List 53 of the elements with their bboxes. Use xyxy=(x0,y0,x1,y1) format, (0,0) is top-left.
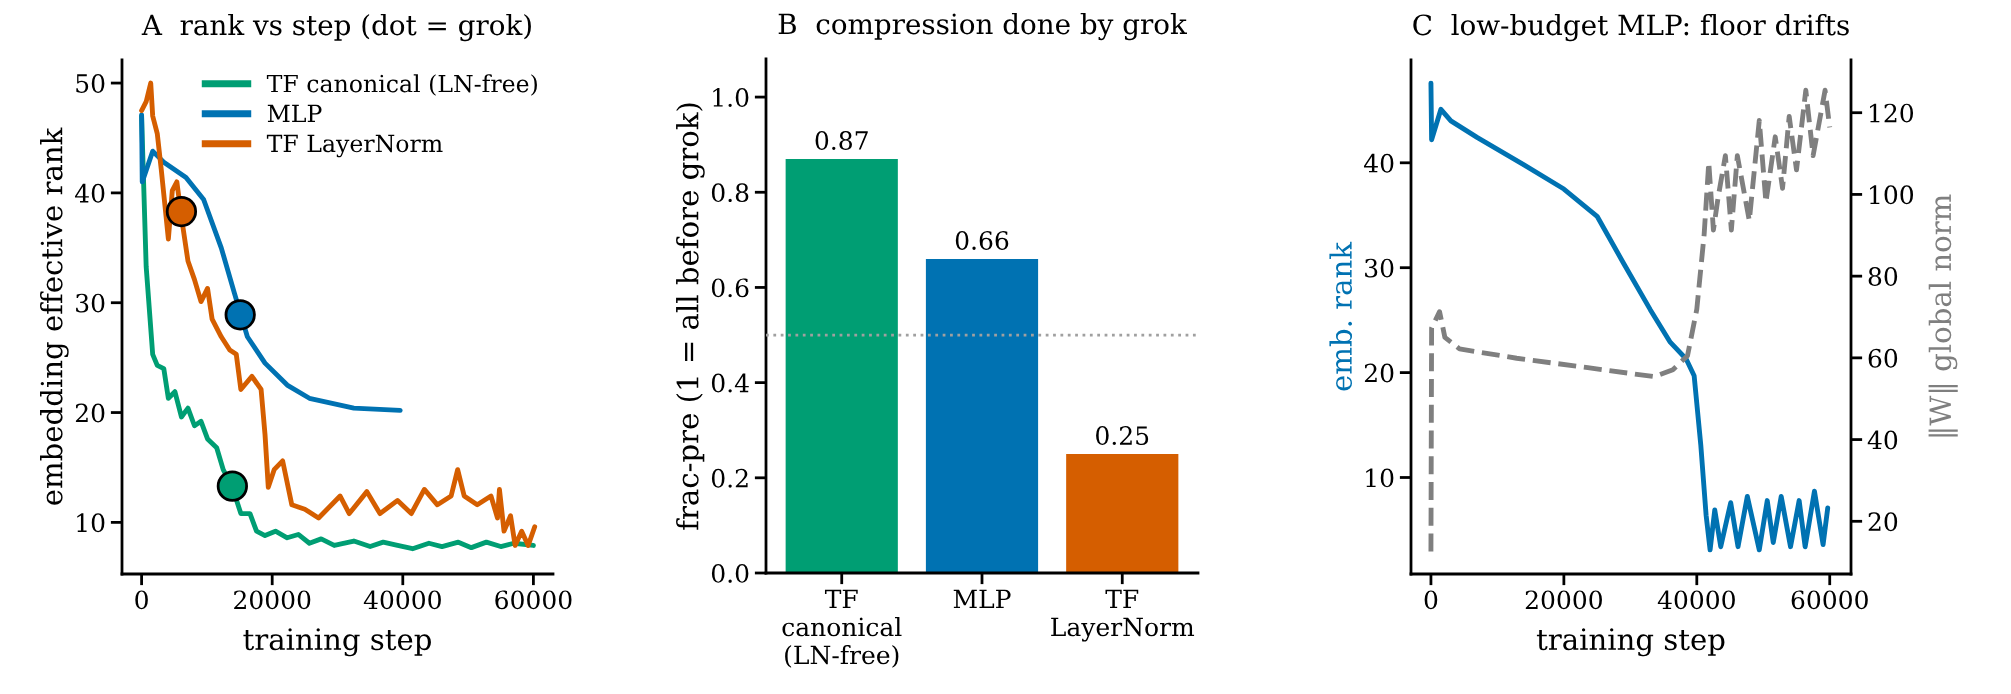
y2-tick-label: 100 xyxy=(1870,185,1914,205)
bar xyxy=(1066,454,1179,573)
y2-axis-title: ‖W‖ global norm xyxy=(1928,194,1958,437)
bar xyxy=(925,258,1039,573)
y2-tick-label: 20 xyxy=(1868,512,1898,532)
y-tick-label: 0.6 xyxy=(711,278,749,298)
x-tick-label: 0 xyxy=(1424,590,1438,610)
y-tick-label: 50 xyxy=(76,74,105,93)
bar xyxy=(785,158,898,573)
point xyxy=(224,299,256,331)
data-label: 0.25 xyxy=(1096,426,1149,446)
legend-label: TF LayerNorm xyxy=(266,134,443,158)
y-tick-label: 30 xyxy=(76,293,105,313)
y2-tick-label: 80 xyxy=(1868,267,1898,286)
x-tick-label: 60000 xyxy=(1791,590,1868,610)
x-axis-title: training step xyxy=(1536,628,1725,657)
y-axis-title: frac-pre (1 = all before grok) xyxy=(676,103,705,530)
y-tick-label: 40 xyxy=(74,183,105,203)
y-tick-label: 0.4 xyxy=(711,373,749,393)
y-tick-label: 40 xyxy=(1363,153,1394,173)
x-tick-label: 20000 xyxy=(1525,590,1602,610)
data-label: 0.87 xyxy=(815,131,868,150)
y-tick-label: 1.0 xyxy=(713,88,749,107)
y-tick-label: 0.0 xyxy=(711,563,749,583)
y-tick-label: 20 xyxy=(75,403,105,423)
y-tick-label: 30 xyxy=(1365,258,1394,278)
x-tick-label: TF canonical (LN-free) xyxy=(782,589,902,668)
y-tick-label: 20 xyxy=(1364,363,1394,383)
y2-tick-label: 60 xyxy=(1868,348,1898,368)
x-tick-label: 40000 xyxy=(1657,590,1735,610)
x-tick-label: 40000 xyxy=(363,590,441,610)
y-tick-label: 10 xyxy=(77,513,105,533)
x-tick-label: 20000 xyxy=(234,590,311,610)
point xyxy=(216,470,248,502)
point xyxy=(165,195,198,228)
y2-tick-label: 120 xyxy=(1870,103,1914,123)
y-tick-label: 10 xyxy=(1366,468,1394,488)
x-axis-title: training step xyxy=(243,628,431,657)
data-label: 0.66 xyxy=(955,230,1009,250)
chart-title: B compression done by grok xyxy=(778,12,1187,41)
y-axis-title: emb. rank xyxy=(1329,241,1353,391)
y-tick-label: 0.2 xyxy=(711,468,748,488)
y-axis-title: embedding effective rank xyxy=(40,127,69,505)
chart-title: C low-budget MLP: floor drifts xyxy=(1413,13,1849,42)
x-tick-label: MLP xyxy=(953,589,1011,608)
x-tick-label: 60000 xyxy=(495,590,572,610)
legend-label: MLP xyxy=(267,104,322,123)
y2-tick-label: 40 xyxy=(1867,430,1898,450)
legend-label: TF canonical (LN-free) xyxy=(266,74,537,96)
y-tick-label: 0.8 xyxy=(711,183,749,203)
chart-title: A rank vs step (dot = grok) xyxy=(141,13,531,42)
x-tick-label: TF LayerNorm xyxy=(1051,589,1195,642)
x-tick-label: 0 xyxy=(135,590,148,610)
